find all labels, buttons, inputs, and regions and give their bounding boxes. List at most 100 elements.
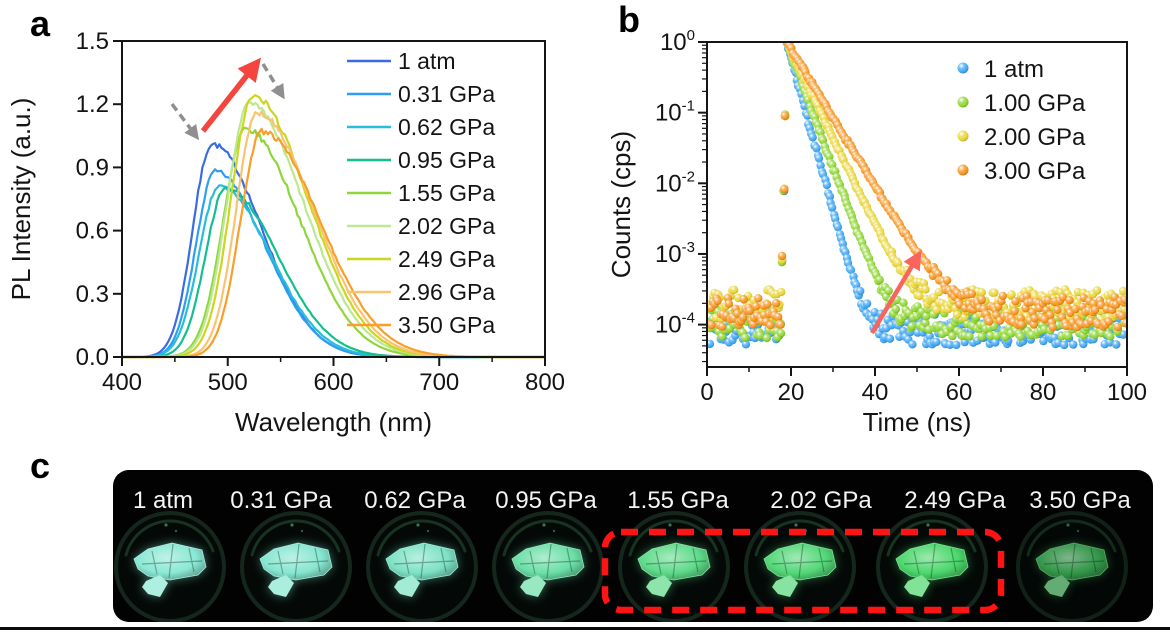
decay-scatter xyxy=(707,42,1127,350)
panel-b-y-tick-label: 100 xyxy=(660,27,695,56)
panel-a-x-tick-label: 600 xyxy=(313,369,353,396)
lifetime-increase-arrow xyxy=(870,250,922,335)
speck xyxy=(300,529,304,533)
panel-b-x-tick-label: 0 xyxy=(700,379,713,406)
crystal-fragment xyxy=(394,575,420,597)
panel-b-y-tick-label: 10-2 xyxy=(655,168,695,197)
legend-item-1-00-GPa: 1.00 GPa xyxy=(957,90,1086,117)
panel-a-legend: 1 atm 0.31 GPa 0.62 GPa 0.95 GPa 1.55 GPa 2.0… xyxy=(347,48,495,338)
panel-c-letter: c xyxy=(30,445,51,486)
legend-item-0-95-GPa: 0.95 GPa xyxy=(347,147,495,173)
legend-item-2-96-GPa: 2.96 GPa xyxy=(347,279,495,305)
crystal-flake xyxy=(637,542,711,581)
legend-marker xyxy=(957,96,969,108)
sample-cell xyxy=(618,511,730,622)
panel-a-y-tick-label: 0.0 xyxy=(76,344,109,371)
legend-item-2-00-GPa: 2.00 GPa xyxy=(957,124,1086,151)
panel-a-y-axis-label: PL Intensity (a.u.) xyxy=(6,98,36,301)
sample-photo-0-31-GPa xyxy=(240,511,352,622)
panel-b-letter: b xyxy=(618,0,640,40)
gasket-rim-highlight xyxy=(376,519,467,557)
panel-b-legend: 1 atm 1.00 GPa 2.00 GPa 3.00 GPa xyxy=(957,56,1086,185)
panel-b-y-tick-label: 10-4 xyxy=(655,310,695,339)
panel-b-x-tick-label: 80 xyxy=(1030,379,1057,406)
panel-b-x-tick-label: 40 xyxy=(862,379,889,406)
panel-a-x-tick-label: 800 xyxy=(525,369,565,396)
photo-label-0-62-GPa: 0.62 GPa xyxy=(364,487,466,514)
legend-item-1-55-GPa: 1.55 GPa xyxy=(347,180,495,206)
crystal-fragment xyxy=(268,575,294,597)
speck xyxy=(926,523,930,527)
speck xyxy=(542,523,546,527)
crystal-fragment xyxy=(1044,575,1070,597)
sample-cell xyxy=(744,511,856,622)
sample-cell xyxy=(240,511,352,622)
legend-item-3-50-GPa: 3.50 GPa xyxy=(347,312,495,338)
gasket-rim-highlight xyxy=(886,519,977,557)
panel-a-y-tick-label: 1.2 xyxy=(76,91,109,118)
panel-a-plot: 400 500 600 700 800 0.0 0.3 0.6 0.9 1.2 1.5 Wavelen… xyxy=(6,28,565,437)
flake-cracks xyxy=(519,543,581,579)
legend-label: 1 atm xyxy=(398,48,456,74)
panel-b-y-axis-label: Counts (cps) xyxy=(606,131,636,278)
crystal-flake xyxy=(763,542,837,581)
red-shift-arrow xyxy=(200,57,262,133)
speck xyxy=(290,523,294,527)
photo-label-1-atm: 1 atm xyxy=(132,487,194,514)
sample-photo-1-atm xyxy=(114,511,226,622)
photo-label-2-02-GPa: 2.02 GPa xyxy=(770,487,872,514)
legend-item-0-31-GPa: 0.31 GPa xyxy=(347,81,495,107)
flake-cracks xyxy=(1043,543,1105,579)
speck xyxy=(164,523,168,527)
legend-item-1-atm: 1 atm xyxy=(347,48,456,74)
panel-b-x-tick-label: 20 xyxy=(778,379,805,406)
photo-strip: 1 atm 0.31 GPa 0.62 GPa 0.95 GPa 1.55 GPa 2.0… xyxy=(113,470,1153,622)
flake-cracks xyxy=(903,543,965,579)
panel-a-x-tick-label: 400 xyxy=(102,369,142,396)
legend-label: 2.00 GPa xyxy=(984,124,1086,151)
legend-label: 1 atm xyxy=(984,56,1044,83)
crystal-flake xyxy=(895,542,969,581)
flake-cracks xyxy=(267,543,329,579)
flake-cracks xyxy=(393,543,455,579)
speck xyxy=(794,523,798,527)
legend-item-0-62-GPa: 0.62 GPa xyxy=(347,114,495,140)
speck xyxy=(1066,523,1070,527)
photo-label-0-31-GPa: 0.31 GPa xyxy=(230,487,332,514)
panel-a-y-tick-label: 0.6 xyxy=(76,218,109,245)
flake-cracks xyxy=(645,543,707,579)
sample-photo-0-62-GPa xyxy=(366,511,478,622)
legend-item-2-02-GPa: 2.02 GPa xyxy=(347,213,495,239)
legend-item-3-00-GPa: 3.00 GPa xyxy=(957,158,1086,185)
gasket-rim-highlight xyxy=(1026,519,1117,557)
gray-dashed-arrow-left xyxy=(170,102,200,141)
sample-photo-2-02-GPa xyxy=(744,511,856,622)
crystal-flake xyxy=(1035,542,1109,581)
crystal-fragment xyxy=(520,575,546,597)
legend-label: 3.00 GPa xyxy=(984,158,1086,185)
crystal-fragment xyxy=(646,575,672,597)
legend-marker xyxy=(957,164,969,176)
panel-b-y-tick-label: 10-3 xyxy=(655,239,695,268)
crystal-fragment xyxy=(142,575,168,597)
speck xyxy=(668,523,672,527)
legend-label: 1.00 GPa xyxy=(984,90,1086,117)
sample-cell xyxy=(876,511,988,622)
crystal-fragment xyxy=(904,575,930,597)
speck xyxy=(416,523,420,527)
sample-photo-2-49-GPa xyxy=(876,511,988,622)
flake-cracks xyxy=(141,543,203,579)
sample-cell xyxy=(1016,511,1128,622)
sample-photo-3-50-GPa xyxy=(1016,511,1128,622)
legend-label: 1.55 GPa xyxy=(398,180,495,206)
panel-b-x-axis-label: Time (ns) xyxy=(863,407,972,437)
legend-label: 2.49 GPa xyxy=(398,246,495,272)
panel-a-y-tick-label: 0.3 xyxy=(76,281,109,308)
legend-item-1-atm: 1 atm xyxy=(957,56,1044,83)
crystal-fragment xyxy=(772,575,798,597)
speck xyxy=(552,529,556,533)
sample-photo-0-95-GPa xyxy=(492,511,604,622)
gray-dashed-arrow-right xyxy=(261,63,285,100)
legend-label: 2.96 GPa xyxy=(398,279,495,305)
